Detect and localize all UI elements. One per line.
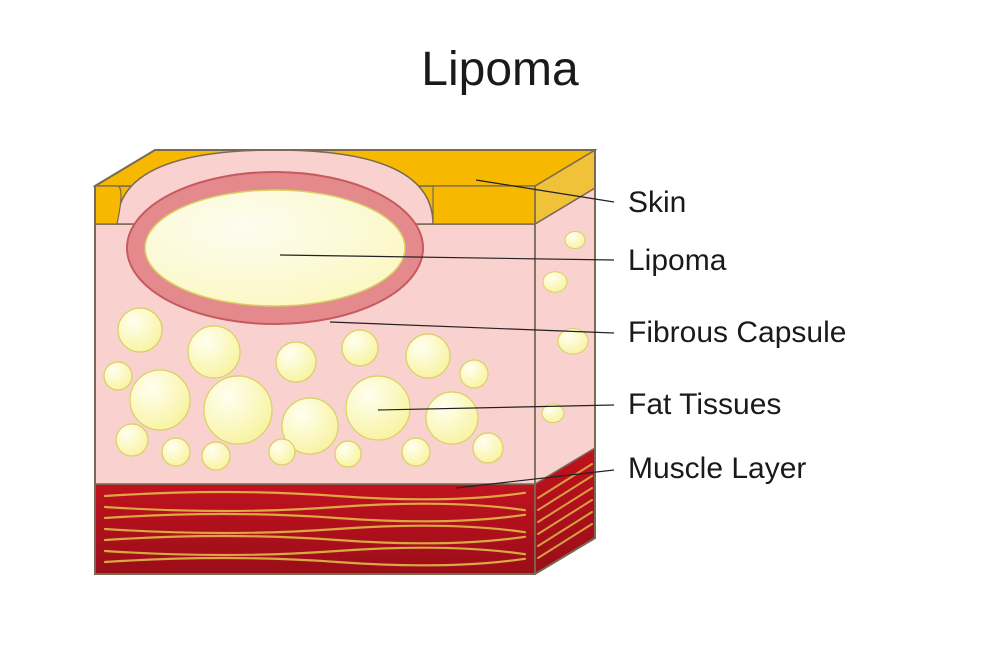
label-skin: Skin	[628, 186, 686, 220]
label-lipoma: Lipoma	[628, 244, 726, 278]
label-muscle-layer: Muscle Layer	[628, 452, 806, 486]
skin-block	[95, 150, 595, 574]
label-fibrous-capsule: Fibrous Capsule	[628, 316, 846, 350]
lipoma-body	[145, 190, 405, 306]
label-fat-tissues: Fat Tissues	[628, 388, 781, 422]
lipoma-diagram	[0, 0, 1000, 666]
